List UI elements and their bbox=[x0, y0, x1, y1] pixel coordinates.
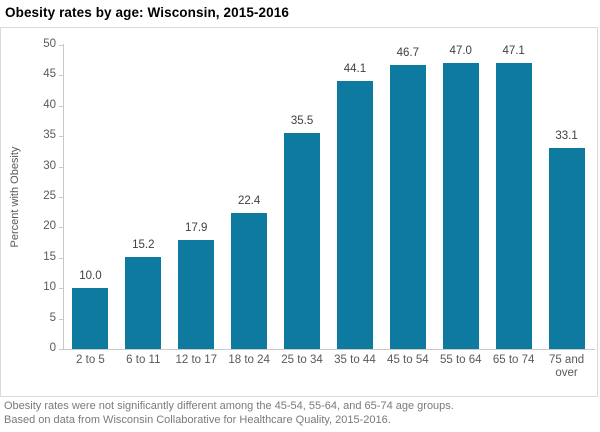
y-tick-mark bbox=[59, 105, 63, 107]
y-tick-label: 15 bbox=[43, 250, 56, 263]
chart-title: Obesity rates by age: Wisconsin, 2015-20… bbox=[5, 5, 289, 20]
bar bbox=[548, 147, 585, 349]
bar-value-label: 47.0 bbox=[449, 45, 472, 58]
bar-value-label: 46.7 bbox=[396, 47, 420, 60]
bar-value-label: 44.1 bbox=[343, 62, 367, 75]
y-tick-label: 35 bbox=[43, 129, 56, 142]
y-tick-mark bbox=[59, 166, 63, 168]
bar-value-label: 15.2 bbox=[132, 238, 155, 251]
x-tick-label: 25 to 34 bbox=[281, 354, 323, 366]
y-tick-label: 0 bbox=[49, 342, 56, 354]
bar-value-label: 10.0 bbox=[79, 270, 102, 283]
y-tick-label: 40 bbox=[43, 98, 56, 111]
bar bbox=[231, 212, 268, 349]
bar bbox=[336, 80, 373, 349]
x-tick-label: 45 to 54 bbox=[387, 354, 429, 366]
x-tick-label: 55 to 64 bbox=[439, 354, 482, 366]
y-tick-mark bbox=[59, 318, 63, 320]
chart-plot-container: Percent with Obesity 0 5 10 15 20 25 30 35 40 45 5… bbox=[0, 27, 598, 397]
y-tick-mark bbox=[59, 349, 63, 350]
footnote: Obesity rates were not significantly dif… bbox=[4, 400, 596, 427]
footnote-line-2: Based on data from Wisconsin Collaborati… bbox=[4, 413, 391, 426]
bar-value-label: 35.5 bbox=[290, 115, 314, 128]
bar-value-label: 17.9 bbox=[185, 222, 208, 235]
y-tick-label: 10 bbox=[43, 281, 56, 294]
x-axis-line bbox=[63, 349, 595, 350]
x-tick-label: 65 to 74 bbox=[492, 354, 535, 366]
y-tick-mark bbox=[59, 75, 63, 77]
y-tick-label: 50 bbox=[43, 38, 56, 50]
y-tick-label: 25 bbox=[43, 190, 56, 202]
bar bbox=[442, 63, 479, 349]
x-tick-label: 6 to 11 bbox=[126, 354, 161, 366]
x-tick-label: 75 and over bbox=[548, 354, 585, 379]
y-tick-mark bbox=[59, 136, 63, 138]
bar-value-label: 47.1 bbox=[502, 44, 525, 57]
y-tick-mark bbox=[59, 288, 63, 290]
bar bbox=[72, 288, 109, 349]
bar-value-label: 33.1 bbox=[555, 129, 578, 142]
bar bbox=[284, 133, 321, 349]
bar bbox=[495, 62, 532, 349]
y-tick-label: 20 bbox=[43, 220, 56, 233]
footnote-line-1: Obesity rates were not significantly dif… bbox=[4, 400, 454, 412]
y-tick-mark bbox=[59, 197, 63, 198]
y-tick-mark bbox=[59, 227, 63, 229]
x-tick-label: 18 to 24 bbox=[228, 354, 270, 366]
y-tick-label: 30 bbox=[43, 159, 56, 172]
bar bbox=[178, 240, 215, 349]
x-tick-label: 2 to 5 bbox=[76, 354, 105, 366]
y-tick-label: 5 bbox=[49, 311, 56, 324]
y-tick-mark bbox=[59, 257, 63, 259]
x-tick-label: 12 to 17 bbox=[175, 354, 218, 366]
bar-value-label: 22.4 bbox=[237, 194, 261, 207]
y-tick-label: 45 bbox=[43, 68, 56, 81]
y-axis-line bbox=[63, 44, 64, 349]
y-tick-mark bbox=[59, 45, 63, 46]
bar bbox=[125, 256, 162, 349]
x-tick-label: 35 to 44 bbox=[334, 354, 376, 366]
bar bbox=[389, 65, 426, 349]
